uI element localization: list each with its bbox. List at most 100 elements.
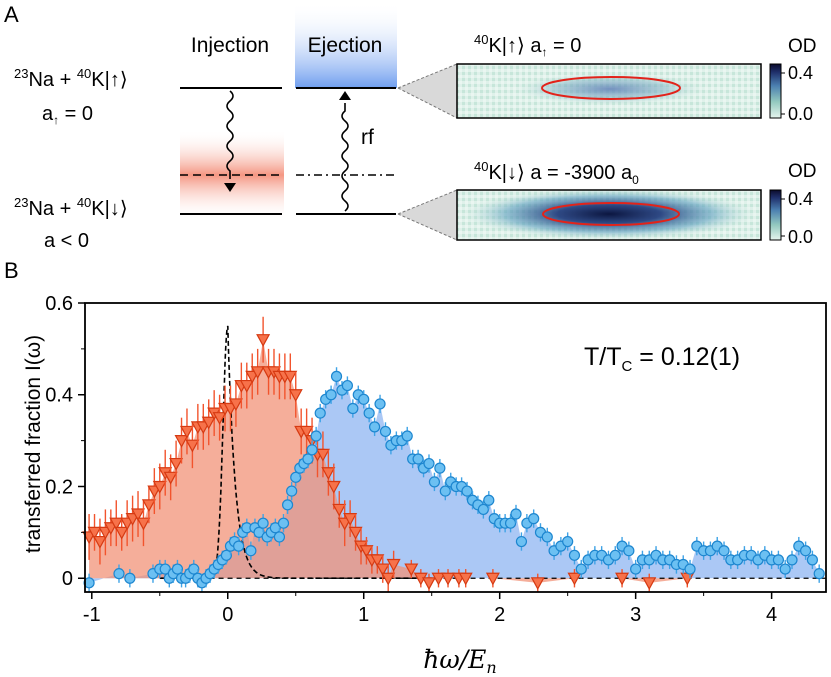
svg-text:a↑ = 0: a↑ = 0: [42, 103, 93, 127]
ejection-point: [113, 568, 125, 580]
ejection-point: [310, 430, 322, 442]
ejection-point: [439, 485, 451, 497]
ejection-point: [277, 517, 290, 529]
injection-point: [174, 435, 189, 448]
ejection-point: [800, 545, 812, 557]
injection-point: [370, 554, 385, 568]
injection-point: [288, 389, 303, 402]
injection-point: [152, 480, 167, 494]
state-up-label: 23Na + 40K|↑⟩ a↑ = 0: [14, 66, 128, 127]
ejection-point: [510, 508, 522, 520]
ejection-point: [347, 402, 359, 415]
rf-label: rf: [361, 126, 374, 149]
injection-point: [359, 545, 374, 558]
ejection-point: [515, 535, 528, 548]
ejection-point: [562, 535, 574, 548]
ejection-point: [684, 563, 696, 575]
ejection-point: [423, 457, 435, 470]
ejection-point: [325, 389, 337, 401]
injection-point: [441, 572, 456, 586]
svg-text:a < 0: a < 0: [44, 230, 89, 252]
injection-point: [141, 499, 156, 513]
od-label-bottom: OD: [788, 161, 817, 182]
injection-point: [615, 572, 630, 586]
x-tick-label: 2: [494, 604, 505, 626]
svg-text:23Na + 40K|↓⟩: 23Na + 40K|↓⟩: [14, 195, 128, 220]
ejection-point: [220, 549, 233, 561]
plot-frame: [84, 302, 827, 593]
injection-point: [87, 526, 102, 540]
panel-a-label: A: [4, 2, 19, 27]
ejection-point: [483, 494, 495, 506]
ejection-band: [295, 2, 397, 88]
ejection-point: [786, 554, 798, 566]
injection-points: [82, 316, 695, 592]
ejection-point: [341, 379, 354, 392]
injection-point: [299, 425, 314, 439]
ejection-point: [330, 370, 343, 382]
x-tick-label: 1: [358, 604, 369, 626]
image-bottom-title: 40K|↓⟩ a = -3900 a0: [474, 159, 639, 187]
injection-point: [530, 577, 545, 591]
ejection-point: [369, 421, 381, 433]
y-tick-label: 0: [62, 568, 73, 590]
colorbar-top: OD 0.4 0.0: [769, 36, 817, 124]
x-tick-label: -1: [83, 604, 101, 626]
ejection-point: [124, 572, 136, 584]
ejection-points: [83, 367, 825, 592]
injection-point: [381, 572, 396, 586]
ejection-point: [358, 393, 370, 405]
ejection-point: [541, 531, 553, 543]
injection-point: [431, 572, 446, 586]
ejection-point: [528, 513, 540, 525]
ejection-point: [575, 563, 587, 575]
ejection-arrowhead: [339, 91, 351, 100]
ejection-point: [302, 453, 314, 465]
ejection-point: [171, 563, 184, 575]
ejection-point: [233, 540, 245, 552]
ejection-label: Ejection: [308, 34, 383, 57]
y-tick-label: 0.2: [45, 476, 73, 498]
x-tick-label: 3: [630, 604, 641, 626]
injection-point: [567, 572, 582, 586]
ellipse-bottom: [542, 202, 680, 226]
zoom-wedge-bottom: [398, 190, 457, 240]
ejection-point: [461, 485, 473, 497]
ejection-point: [718, 545, 730, 557]
injection-point: [114, 526, 129, 540]
ejection-point: [504, 517, 517, 529]
x-axis-label: ħω/En: [423, 645, 496, 677]
ejection-point: [314, 407, 326, 419]
injection-point: [315, 448, 330, 462]
ejection-point: [363, 407, 375, 419]
injection-point: [228, 398, 243, 412]
cbar-top-min: 0.0: [788, 104, 813, 124]
injection-label: Injection: [191, 34, 269, 57]
ejection-point: [379, 425, 392, 438]
injection-arrowhead: [224, 183, 236, 192]
ejection-point: [806, 554, 819, 566]
injection-point: [163, 471, 178, 485]
colorbar-bottom: OD 0.4 0.0: [769, 161, 817, 247]
transfer-plot: -1 0 1 2 3 4 0 0.2 0.4 0.6: [45, 293, 827, 626]
injection-point: [92, 535, 107, 549]
ejection-point: [568, 549, 581, 561]
injection-point: [343, 513, 358, 526]
ejection-point: [245, 545, 257, 557]
zoom-line-bottom-a: [397, 189, 458, 215]
ejection-wavy-arrow: [341, 103, 349, 212]
injection-point: [256, 334, 271, 347]
injection-point: [421, 577, 436, 591]
injection-point: [179, 425, 194, 439]
zoom-wedge-top: [398, 64, 457, 118]
od-label-top: OD: [788, 36, 817, 57]
injection-point: [212, 412, 227, 425]
lineshape-curve: [159, 325, 432, 579]
ejection-point: [306, 444, 318, 456]
injection-point: [642, 577, 657, 591]
ejection-point: [477, 503, 489, 516]
cbar-bottom-min: 0.0: [788, 227, 813, 247]
injection-point: [485, 572, 500, 586]
injection-point: [201, 416, 216, 430]
cbar-top-max: 0.4: [788, 63, 813, 83]
